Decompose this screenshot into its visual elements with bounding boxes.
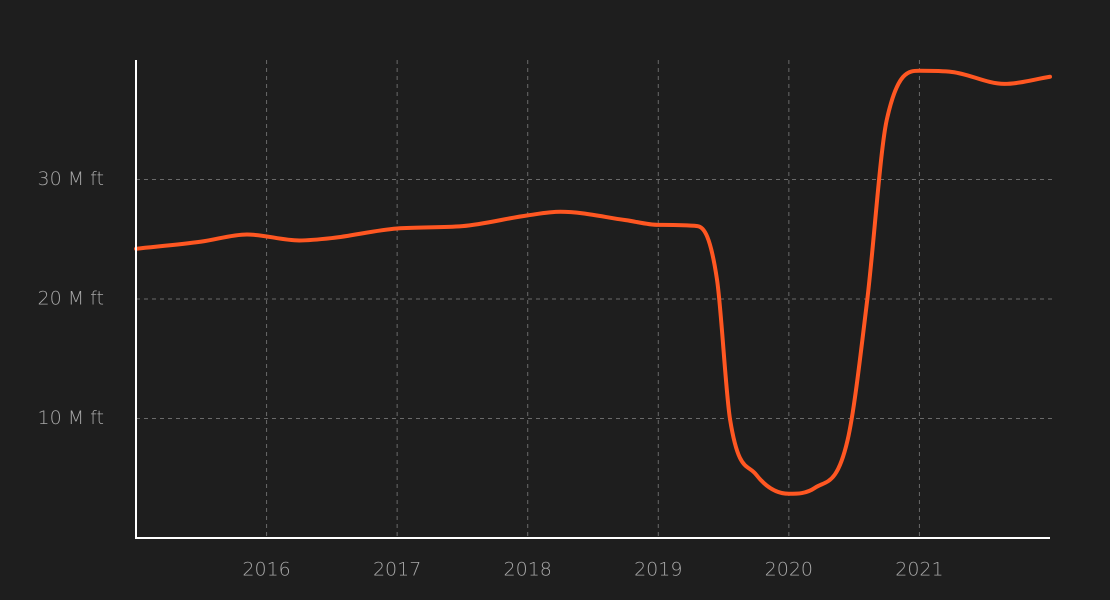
x-tick-label: 2018: [504, 559, 552, 581]
x-tick-label: 2020: [765, 559, 813, 581]
x-tick-label: 2017: [373, 559, 421, 581]
y-tick-label: 20 M ft: [38, 288, 104, 310]
grid: [136, 60, 1052, 538]
x-tick-label: 2019: [634, 559, 682, 581]
x-tick-label: 2021: [895, 559, 943, 581]
data-line: [134, 68, 1052, 496]
y-tick-label: 10 M ft: [38, 407, 104, 429]
plot: [134, 68, 1052, 496]
x-tick-label: 2016: [242, 559, 290, 581]
y-tick-label: 30 M ft: [38, 168, 104, 190]
